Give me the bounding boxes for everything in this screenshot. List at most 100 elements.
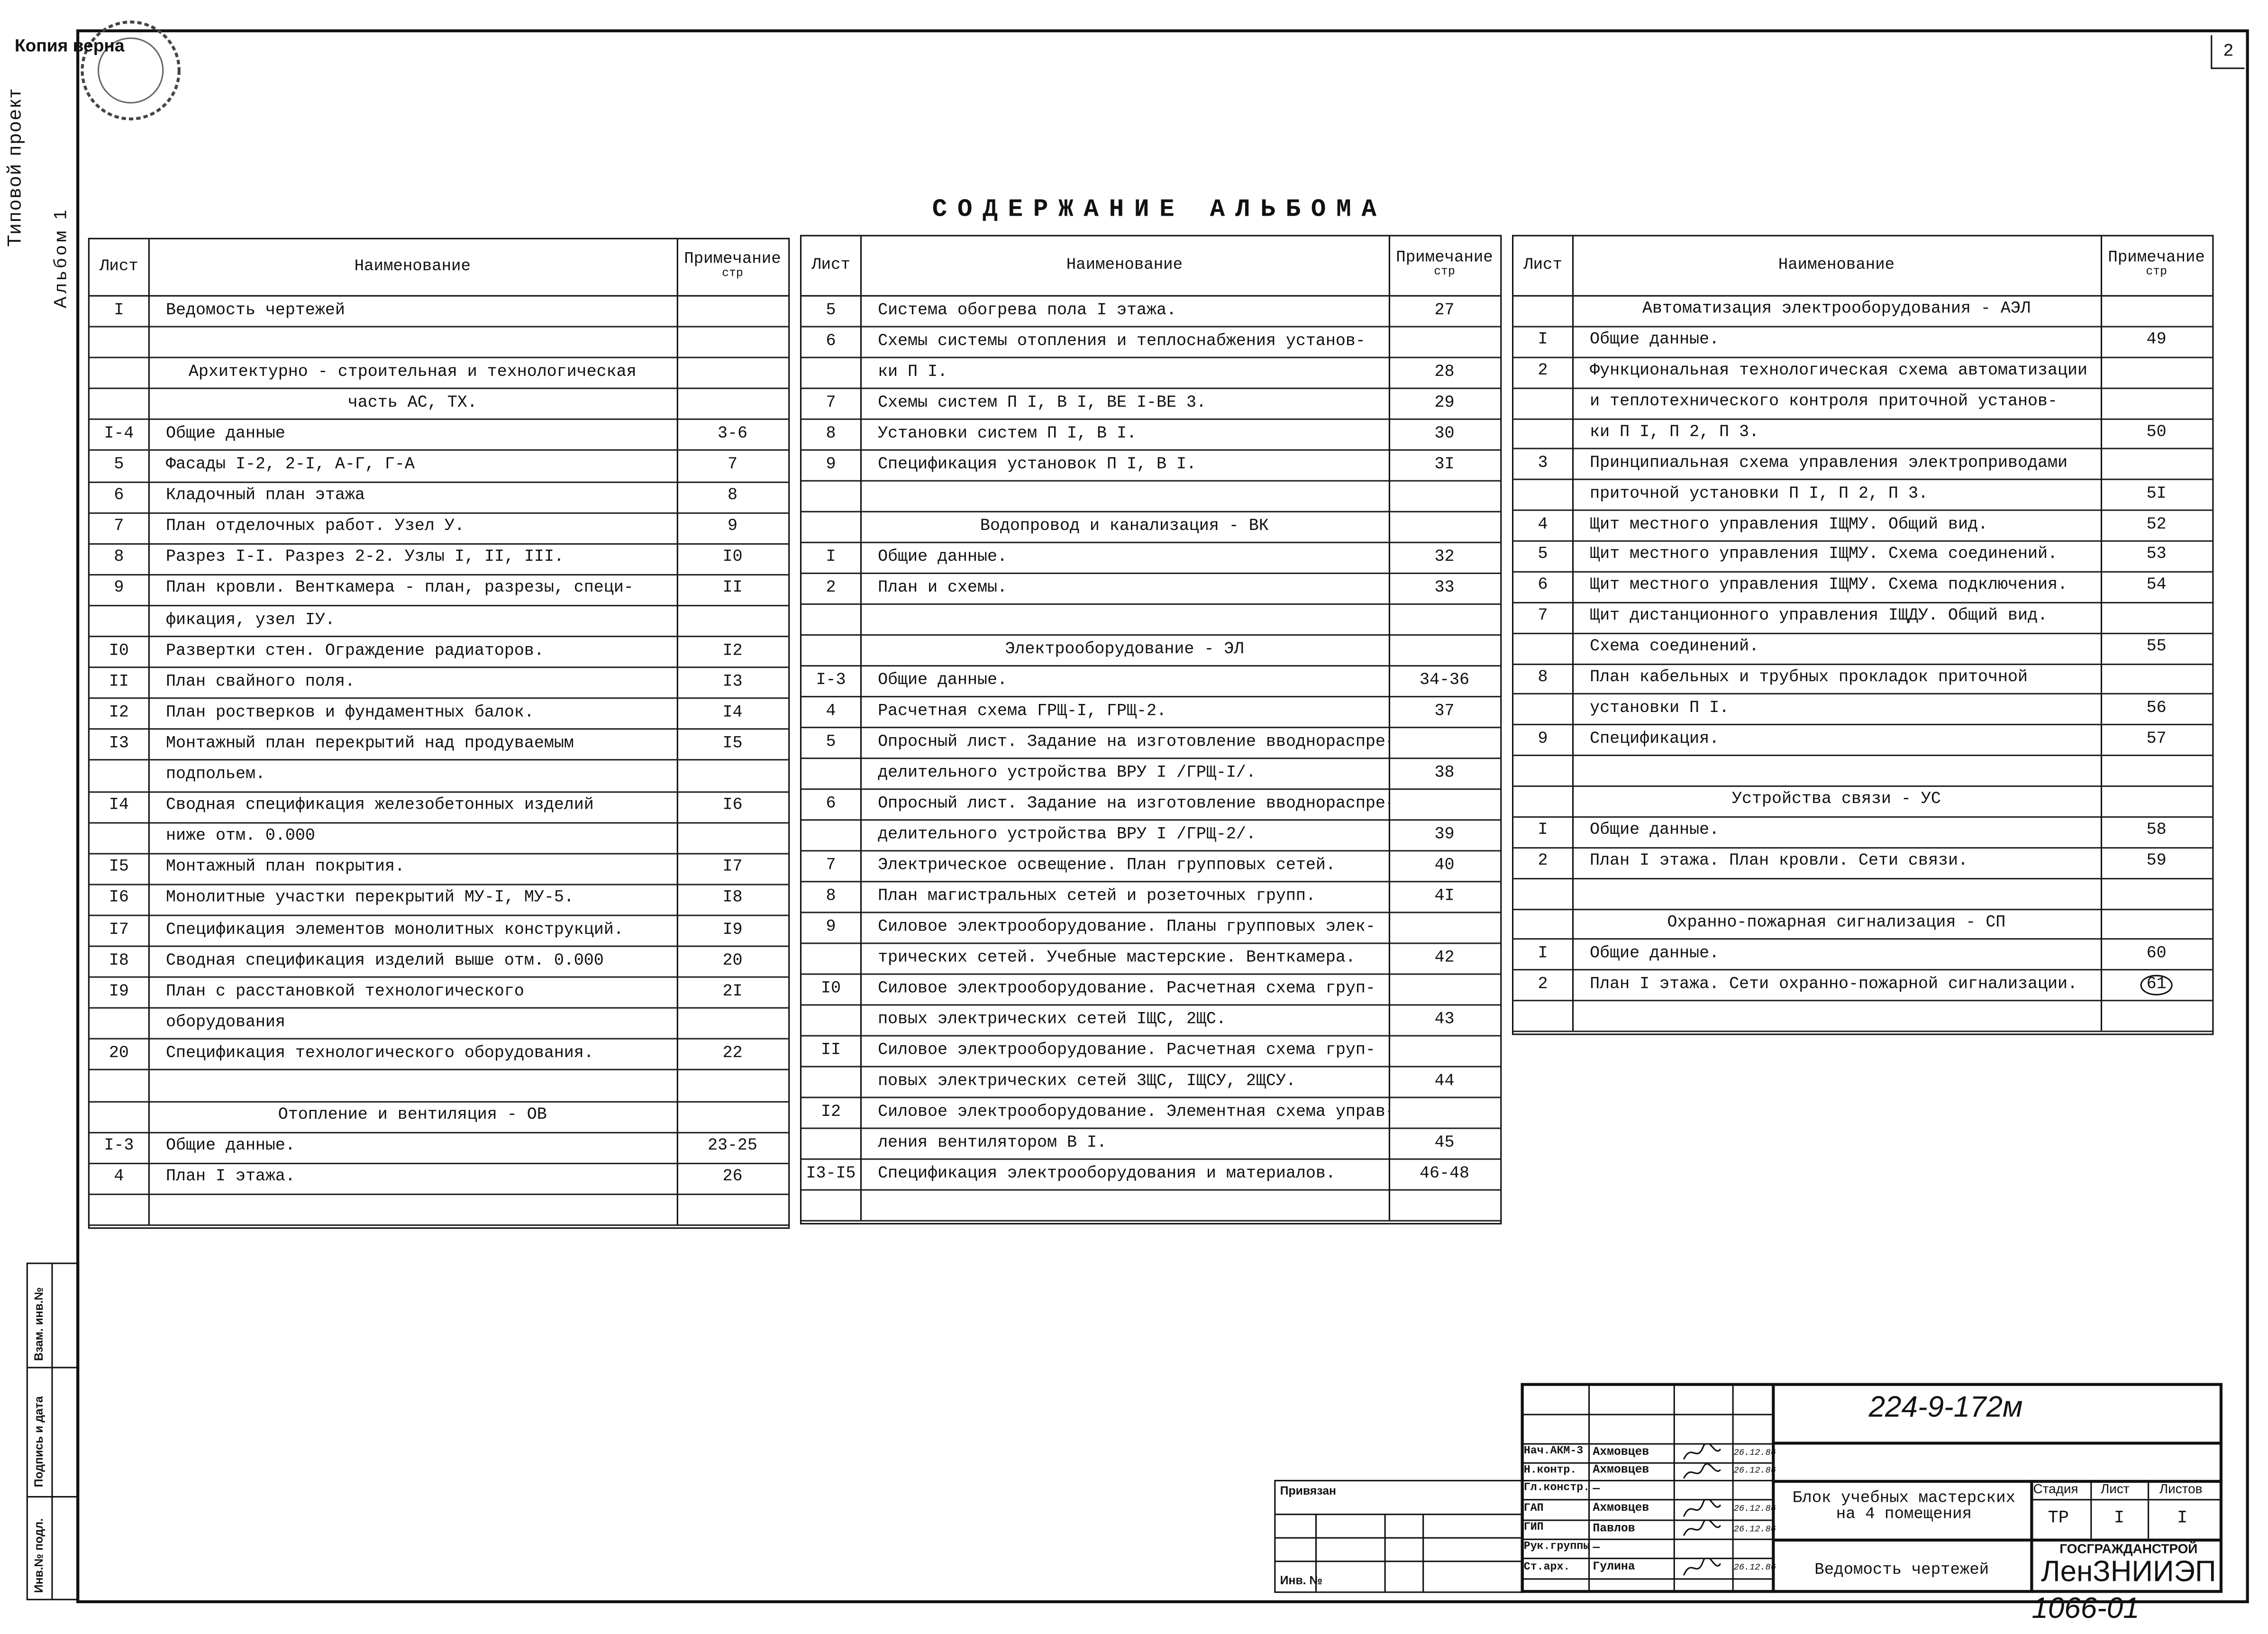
- section-heading-row: часть АС, ТХ.: [89, 388, 789, 420]
- header-note: Примечание стр: [1389, 237, 1500, 295]
- table-row: I Общие данные. 49: [1513, 326, 2213, 358]
- signer-date: 26.12.86: [1733, 1465, 1776, 1476]
- sheet-title: повых электрических сетей 3ЩС, IЩСУ, 2ЩС…: [860, 1066, 1390, 1097]
- page-reference: 29: [1389, 388, 1500, 419]
- page-reference: 22: [677, 1039, 788, 1069]
- sheet-title: ки П I.: [860, 356, 1390, 388]
- page-reference-value: I6: [722, 797, 743, 815]
- page-reference: 27: [1389, 295, 1500, 326]
- sheet-number: 4: [802, 696, 862, 727]
- copy-verified-text: Копия верна: [14, 35, 125, 56]
- page-reference-value: 45: [1434, 1134, 1455, 1152]
- page-reference: I4: [677, 698, 788, 729]
- sheet-number: 5: [1513, 540, 1574, 571]
- table-row: ления вентилятором В I. 45: [802, 1127, 1501, 1160]
- table-row: 7 Электрическое освещение. План групповых…: [802, 850, 1501, 883]
- page-reference-value: 46-48: [1420, 1165, 1470, 1183]
- page-reference: [1389, 634, 1500, 665]
- binding-area: Привязан Инв. №: [1274, 1479, 1524, 1593]
- page-reference: [2101, 908, 2212, 939]
- sheet-title: Функциональная технологическая схема авт…: [1572, 356, 2103, 387]
- page-reference: II: [677, 574, 788, 605]
- signature-icon: [1679, 1442, 1723, 1462]
- header-note-unit: стр: [2146, 265, 2167, 279]
- header-sheet: Лист: [90, 239, 150, 295]
- sheet-number: I: [1513, 326, 1574, 356]
- page-reference: [1389, 603, 1500, 634]
- sheet-title: Схемы систем П I, В I, ВЕ I-ВЕ 3.: [860, 387, 1390, 419]
- page-reference: 38: [1389, 758, 1500, 788]
- signers-col-line: [1772, 1383, 1775, 1593]
- table-row: 6 Кладочный план этажа 8: [89, 481, 789, 514]
- page-number-box: 2: [2211, 35, 2245, 69]
- sheet-number: 8: [1513, 663, 1574, 694]
- sheet-title: Электрооборудование - ЭЛ: [860, 634, 1390, 665]
- table-row: I2 Силовое электрооборудование. Элементна…: [802, 1096, 1501, 1129]
- sheet-title: Общие данные.: [148, 1131, 678, 1163]
- page-reference-value: I7: [722, 859, 743, 877]
- table-row: делительного устройства ВРУ I /ГРЩ-I/. 38: [802, 758, 1501, 790]
- table-row: I-3 Общие данные. 23-25: [89, 1131, 789, 1164]
- sheet-number: 8: [90, 543, 150, 574]
- table-row: 9 Спецификация. 57: [1513, 724, 2213, 757]
- page-reference-value: 9: [727, 519, 738, 537]
- table-row: [89, 1069, 789, 1102]
- sheet-title: Щит местного управления IЩМУ. Схема подк…: [1572, 571, 2103, 602]
- page-reference-value: I2: [722, 642, 743, 660]
- page-reference: 44: [1389, 1066, 1500, 1096]
- sheet-title: Щит местного управления IЩМУ. Общий вид.: [1572, 510, 2103, 540]
- sheet-title: оборудования: [148, 1007, 678, 1039]
- page-reference-value: I0: [722, 549, 743, 567]
- project-type-label: Типовой проект: [3, 87, 25, 247]
- page-reference: [2101, 877, 2212, 908]
- table-row: 9 Силовое электрооборудование. Планы груп…: [802, 912, 1501, 944]
- sheet-number: 9: [90, 574, 150, 605]
- page-reference-value: I5: [722, 735, 743, 753]
- page-reference-value: I9: [722, 921, 743, 939]
- table-row: 9 План кровли. Венткамера - план, разрезы…: [89, 574, 789, 607]
- table-row: 3 Принципиальная схема управления электро…: [1513, 448, 2213, 481]
- page-reference: 33: [1389, 573, 1500, 603]
- page-reference: [1389, 1097, 1500, 1128]
- section-heading-row: Архитектурно - строительная и технологич…: [89, 357, 789, 390]
- page-reference: I2: [677, 636, 788, 666]
- table-row: I0 Силовое электрооборудование. Расчетная…: [802, 973, 1501, 1006]
- sheet-number: [1513, 1000, 1574, 1031]
- table-row: 7 Щит дистанционного управления IЩДУ. Общ…: [1513, 602, 2213, 634]
- sheet-label: Лист: [2100, 1481, 2130, 1496]
- sheet-title: [860, 1189, 1390, 1220]
- seal-icon: [81, 20, 181, 120]
- table-row: 5 Опросный лист. Задание на изготовление …: [802, 727, 1501, 759]
- table-row: I9 План с расстановкой технологического 2I: [89, 977, 789, 1009]
- signer-name: Павлов: [1593, 1522, 1635, 1536]
- sheet-number: [90, 1007, 150, 1039]
- sheet-number: 7: [802, 387, 862, 419]
- sheet-number: [802, 1127, 862, 1159]
- sheet-title: Силовое электрооборудование. Расчетная с…: [860, 1035, 1390, 1066]
- table-row: 7 Схемы систем П I, В I, ВЕ I-ВЕ 3. 29: [802, 387, 1501, 420]
- sheet-number: I8: [90, 945, 150, 977]
- sheet-title: Отопление и вентиляция - ОВ: [148, 1100, 678, 1132]
- signers-table: Нач.АКМ-3 Ахмовцев 26.12.86 Н.контр. Ахмовце…: [1521, 1383, 1776, 1593]
- sheet-title: Монтажный план перекрытий над продуваемы…: [148, 729, 678, 760]
- sheet-title: трических сетей. Учебные мастерские. Вен…: [860, 942, 1390, 974]
- format-code: 1066-01: [2031, 1593, 2140, 1625]
- signers-row-line: [1521, 1499, 1772, 1501]
- page-reference: 2I: [677, 977, 788, 1007]
- sheet-number: [802, 758, 862, 789]
- sheet-title: [1572, 1000, 2103, 1031]
- page-reference-value: 61: [2140, 974, 2173, 995]
- sheet-number: [802, 511, 862, 542]
- sheet-number: [90, 357, 150, 388]
- sheet-name: Ведомость чертежей: [1814, 1562, 1989, 1580]
- sheet-number: 2: [1513, 969, 1574, 1000]
- sheet-number: 7: [1513, 602, 1574, 632]
- page-reference-value: 50: [2146, 424, 2167, 442]
- sheet-number: I9: [90, 977, 150, 1008]
- page-reference: 7: [677, 450, 788, 481]
- page-reference-value: 26: [722, 1169, 743, 1187]
- sheet-title: ки П I, П 2, П 3.: [1572, 418, 2103, 448]
- page-reference: 20: [677, 946, 788, 977]
- sheet-number: II: [90, 666, 150, 698]
